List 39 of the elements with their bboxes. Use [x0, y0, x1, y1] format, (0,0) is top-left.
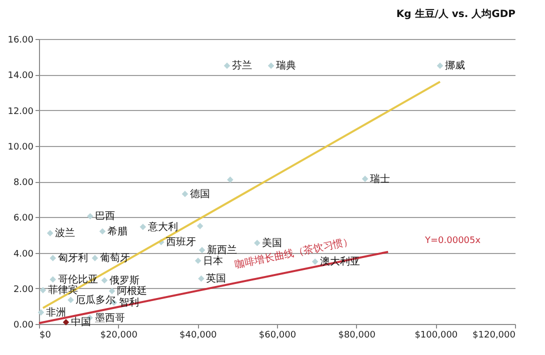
y-tick-label: 14.00 [8, 71, 34, 82]
annotation: 瑞士 [370, 172, 390, 185]
annotation: 德国 [190, 188, 210, 200]
annotation: 墨西哥 [94, 312, 125, 324]
y-tick-label: 6.00 [13, 214, 34, 224]
x-tick-label: $60,000 [258, 330, 296, 340]
y-tick-label: 10.00 [8, 142, 34, 152]
annotation: 巴西 [95, 211, 116, 222]
chart-title: Kg 生豆/人 vs. 人均GDP [396, 8, 516, 20]
x-tick-label: $20,000 [100, 330, 138, 340]
annotation: 匈牙利 [58, 252, 88, 264]
y-tick-label: 8.00 [13, 178, 34, 188]
annotation: 俄罗斯 [109, 274, 140, 286]
annotation: 芬兰 [232, 60, 252, 72]
annotation: 中国 [70, 316, 91, 328]
annotation: 希腊 [107, 225, 128, 238]
y-tick-label: 12.00 [8, 106, 34, 117]
annotation: 阿根廷 [116, 285, 147, 298]
annotation: 厄瓜多尔 [76, 294, 116, 306]
y-tick-label: 2.00 [13, 284, 34, 295]
y-tick-label: 4.00 [13, 249, 34, 260]
annotation: 挪威 [445, 60, 466, 72]
annotation: Y=0.00005x [424, 236, 482, 246]
annotation: 日本 [203, 254, 224, 267]
annotation: 波兰 [55, 227, 76, 240]
annotation: 非洲 [46, 306, 66, 318]
annotation: 英国 [206, 272, 226, 285]
x-tick-label: $120,000 [472, 330, 516, 340]
annotation: 新西兰 [207, 244, 238, 256]
annotation: 美国 [262, 236, 282, 249]
y-tick-label: 16.00 [8, 36, 34, 46]
annotation: 意大利 [146, 220, 178, 233]
x-tick-label: $40,000 [180, 330, 218, 340]
x-tick-label: $0 [40, 330, 52, 340]
y-tick-label: 0.00 [13, 320, 34, 330]
annotation: 瑞典 [276, 60, 296, 72]
x-tick-label: $80,000 [338, 330, 376, 340]
x-tick-label: $100,000 [414, 330, 458, 340]
annotation: 西班牙 [166, 236, 196, 248]
